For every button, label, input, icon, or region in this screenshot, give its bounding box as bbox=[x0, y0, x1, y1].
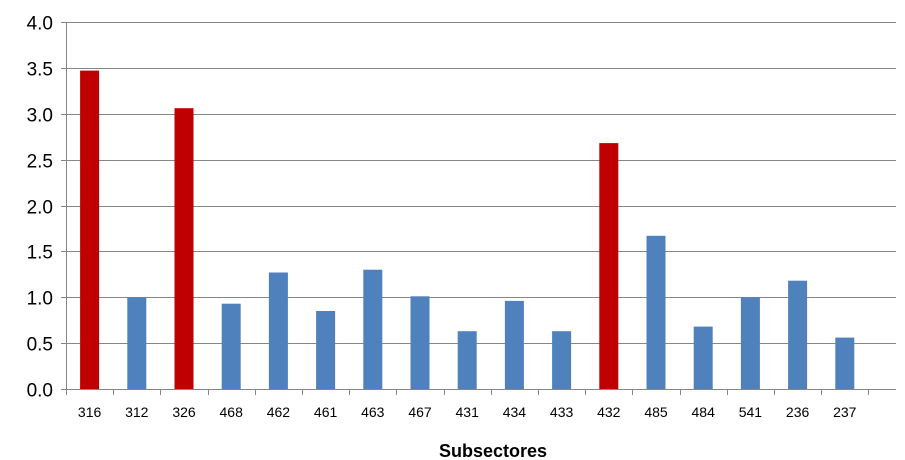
bar-463 bbox=[363, 269, 383, 389]
y-tick-label: 3.5 bbox=[27, 60, 53, 81]
bar-431 bbox=[457, 331, 477, 389]
x-tick-label: 431 bbox=[456, 404, 480, 420]
bar-236 bbox=[788, 280, 808, 389]
x-tick-label: 484 bbox=[692, 404, 716, 420]
x-axis-title: Subsectores bbox=[439, 441, 547, 460]
y-tick-label: 0.5 bbox=[27, 335, 53, 356]
bar-541 bbox=[740, 297, 760, 390]
bar-468 bbox=[221, 303, 241, 389]
bar-432 bbox=[599, 143, 619, 389]
y-tick-label: 3.0 bbox=[27, 106, 53, 127]
bar-485 bbox=[646, 235, 666, 389]
y-tick-label: 0.0 bbox=[27, 381, 53, 402]
y-tick-label: 1.0 bbox=[27, 289, 53, 310]
x-tick-label: 236 bbox=[786, 404, 810, 420]
bar-461 bbox=[316, 311, 336, 389]
y-tick-label: 1.5 bbox=[27, 243, 53, 264]
bar-237 bbox=[835, 337, 855, 389]
x-tick-label: 467 bbox=[408, 404, 432, 420]
bar-326 bbox=[174, 108, 194, 389]
x-tick-label: 432 bbox=[597, 404, 621, 420]
x-tick-label: 541 bbox=[739, 404, 763, 420]
y-tick-label: 2.0 bbox=[27, 198, 53, 219]
x-tick-label: 433 bbox=[550, 404, 574, 420]
x-tick-label: 462 bbox=[267, 404, 291, 420]
bar-462 bbox=[268, 272, 288, 389]
x-tick-label: 468 bbox=[220, 404, 244, 420]
bars bbox=[80, 70, 855, 390]
bar-312 bbox=[127, 297, 147, 390]
x-tick-label: 461 bbox=[314, 404, 338, 420]
x-tick-label: 237 bbox=[833, 404, 857, 420]
x-tick-label: 312 bbox=[125, 404, 149, 420]
x-tick-labels: 316 312 326 468 462 461 463 467 431 434 433 432 485 4… bbox=[78, 404, 857, 420]
x-tick-label: 485 bbox=[644, 404, 668, 420]
x-tick-label: 316 bbox=[78, 404, 102, 420]
bar-484 bbox=[693, 326, 713, 389]
y-tick-label: 2.5 bbox=[27, 152, 53, 173]
x-tick-label: 463 bbox=[361, 404, 385, 420]
y-tick-labels: 0.0 0.5 1.0 1.5 2.0 2.5 3.0 3.5 4.0 bbox=[27, 14, 53, 402]
y-tick-label: 4.0 bbox=[27, 14, 53, 35]
axes bbox=[61, 22, 896, 395]
bar-433 bbox=[552, 331, 572, 389]
bar-467 bbox=[410, 296, 430, 389]
bar-434 bbox=[504, 300, 524, 389]
bar-316 bbox=[80, 70, 100, 389]
x-tick-label: 434 bbox=[503, 404, 527, 420]
gridlines bbox=[66, 22, 896, 344]
x-tick-label: 326 bbox=[172, 404, 196, 420]
